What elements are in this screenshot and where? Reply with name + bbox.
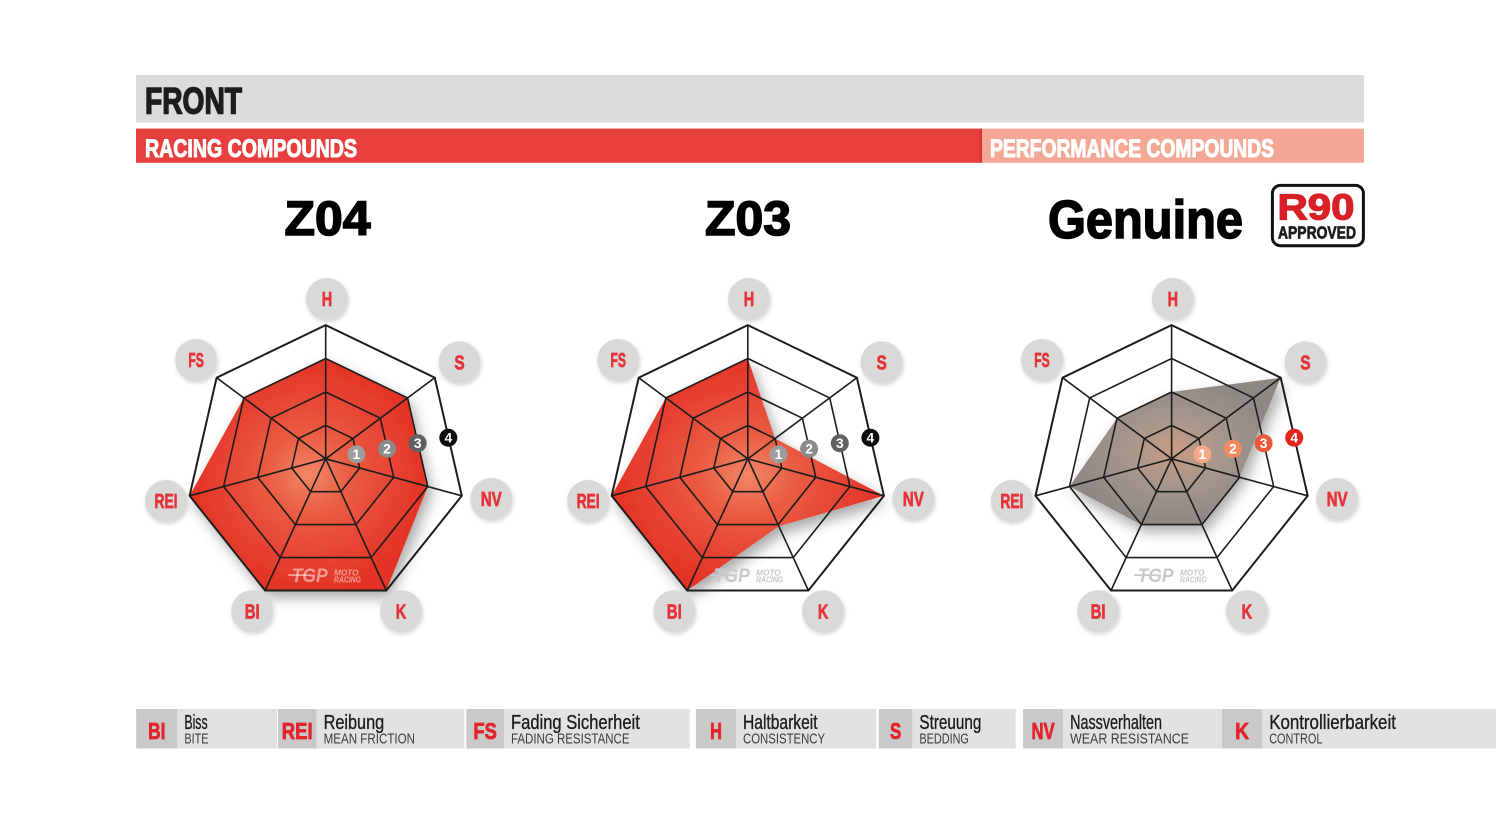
svg-text:RACING: RACING [756,574,783,584]
svg-text:REI: REI [155,491,178,513]
svg-text:APPROVED: APPROVED [1278,223,1356,243]
svg-text:1: 1 [353,447,361,462]
svg-text:BI: BI [148,718,165,744]
svg-text:1: 1 [775,447,783,462]
svg-text:1: 1 [1198,447,1206,462]
svg-text:NV: NV [1327,489,1348,511]
svg-text:S: S [454,353,464,375]
svg-text:Haltbarkeit: Haltbarkeit [743,712,818,734]
svg-text:R90: R90 [1278,186,1355,227]
svg-text:TGP: TGP [1138,565,1175,587]
svg-text:REI: REI [577,491,600,513]
svg-text:NV: NV [1032,718,1056,744]
svg-text:BI: BI [667,601,682,623]
svg-text:4: 4 [444,431,452,446]
svg-text:FS: FS [473,718,496,744]
svg-text:MEAN FRICTION: MEAN FRICTION [324,731,415,747]
svg-text:WEAR RESISTANCE: WEAR RESISTANCE [1070,731,1189,747]
svg-text:NV: NV [481,489,502,511]
svg-text:MOTO: MOTO [756,567,781,577]
svg-text:TGP: TGP [714,565,751,587]
svg-text:REI: REI [282,718,313,744]
svg-text:H: H [744,289,754,311]
svg-text:2: 2 [805,442,813,457]
svg-text:TGP: TGP [292,565,329,587]
svg-text:CONTROL: CONTROL [1269,731,1322,747]
svg-text:Kontrollierbarkeit: Kontrollierbarkeit [1269,712,1396,734]
svg-text:FS: FS [188,350,204,372]
svg-text:2: 2 [383,442,391,457]
svg-text:4: 4 [867,431,875,446]
svg-text:S: S [1300,353,1310,375]
svg-text:3: 3 [836,436,844,451]
svg-text:Streuung: Streuung [919,712,981,734]
svg-text:K: K [1242,601,1253,623]
svg-text:MOTO: MOTO [334,567,359,577]
svg-text:Genuine: Genuine [1048,190,1243,250]
svg-text:S: S [890,718,901,744]
svg-text:FS: FS [610,350,626,372]
svg-text:BI: BI [245,601,260,623]
svg-text:3: 3 [1260,436,1268,451]
svg-text:H: H [710,718,722,744]
svg-text:PERFORMANCE COMPOUNDS: PERFORMANCE COMPOUNDS [990,135,1274,163]
svg-text:RACING: RACING [334,574,361,584]
svg-text:3: 3 [414,436,422,451]
svg-text:REI: REI [1000,491,1023,513]
svg-text:RACING COMPOUNDS: RACING COMPOUNDS [145,135,357,163]
svg-text:H: H [1168,289,1178,311]
svg-text:Nassverhalten: Nassverhalten [1070,712,1162,734]
svg-text:RACING: RACING [1180,574,1207,584]
svg-text:Z04: Z04 [285,193,371,246]
svg-text:Reibung: Reibung [324,712,385,734]
svg-text:Biss: Biss [184,712,207,734]
svg-text:H: H [322,289,332,311]
svg-text:2: 2 [1229,442,1237,457]
svg-text:Z03: Z03 [705,193,791,246]
svg-text:BI: BI [1091,601,1106,623]
svg-text:NV: NV [903,489,924,511]
svg-text:FS: FS [1034,350,1050,372]
svg-text:BITE: BITE [184,731,208,747]
svg-text:4: 4 [1290,431,1298,446]
svg-text:BEDDING: BEDDING [919,731,969,747]
svg-text:K: K [818,601,829,623]
svg-text:S: S [876,353,886,375]
svg-text:FRONT: FRONT [145,80,242,122]
svg-text:K: K [396,601,407,623]
svg-text:CONSISTENCY: CONSISTENCY [743,731,825,747]
svg-text:Fading Sicherheit: Fading Sicherheit [511,712,640,734]
svg-text:K: K [1235,718,1249,744]
svg-text:FADING RESISTANCE: FADING RESISTANCE [511,731,630,747]
svg-text:MOTO: MOTO [1180,567,1205,577]
